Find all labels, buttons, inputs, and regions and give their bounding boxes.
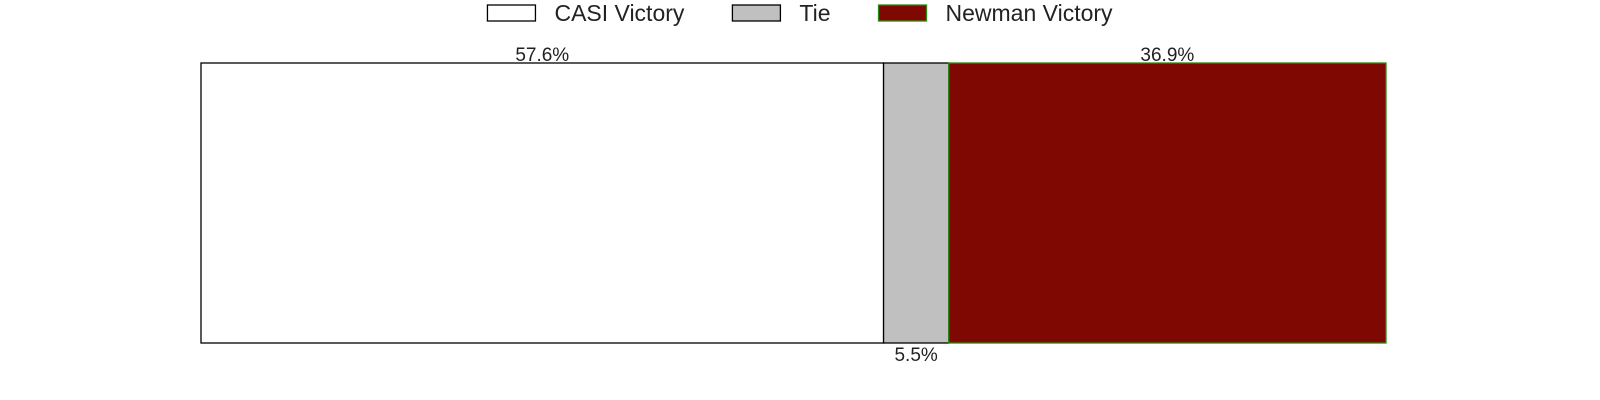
chart-legend: CASI Victory Tie Newman Victory xyxy=(486,0,1114,26)
bar-segment-newman-victory xyxy=(948,62,1387,344)
data-label-tie: 5.5% xyxy=(894,345,937,366)
data-labels: 57.6% 5.5% 36.9% xyxy=(515,45,1194,366)
bar-segment-tie xyxy=(882,62,950,344)
bar-area xyxy=(200,62,1387,344)
legend-label-casi-victory: CASI Victory xyxy=(554,0,684,26)
legend-label-newman-victory: Newman Victory xyxy=(946,0,1114,26)
legend-label-tie: Tie xyxy=(799,0,830,26)
legend-swatch-newman-victory xyxy=(877,4,928,22)
bar-segment-casi-victory xyxy=(200,62,885,344)
data-label-casi-victory: 57.6% xyxy=(515,45,569,66)
legend-swatch-tie xyxy=(731,4,782,22)
legend-swatch-casi-victory xyxy=(486,4,537,22)
data-label-newman-victory: 36.9% xyxy=(1140,45,1194,66)
